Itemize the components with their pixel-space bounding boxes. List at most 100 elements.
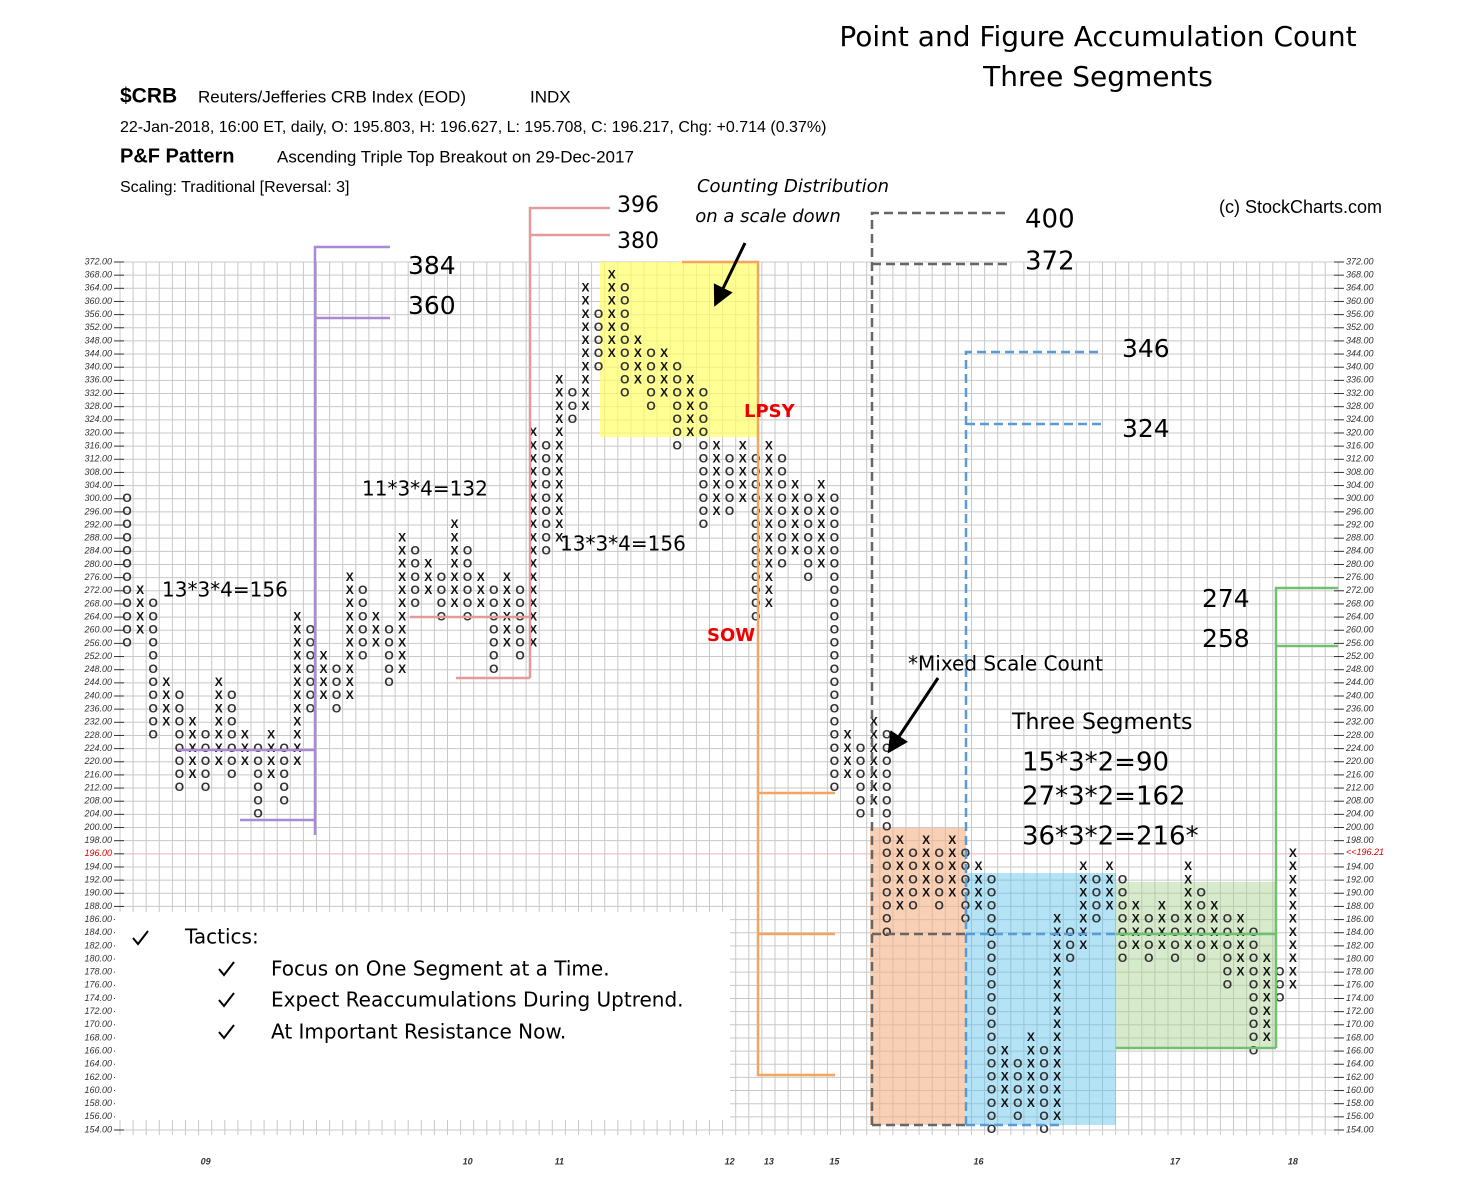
pnf-box: O: [673, 412, 682, 426]
y-tick-label: 300.00: [84, 493, 112, 503]
y-tick-label: 212.00: [83, 782, 112, 792]
y-tick-label-right: 348.00: [1346, 335, 1374, 345]
pnf-box: X: [503, 622, 511, 636]
pnf-box: O: [856, 793, 865, 807]
pnf-box: X: [608, 280, 616, 294]
pnf-box: X: [660, 346, 668, 360]
y-tick-label-right: 296.00: [1345, 506, 1374, 516]
pnf-box: X: [1210, 912, 1218, 926]
pnf-box: X: [450, 544, 458, 558]
pnf-column: XXX: [477, 570, 485, 610]
y-tick-label: 188.00: [84, 901, 112, 911]
pnf-box: O: [961, 912, 970, 926]
pnf-box: X: [1105, 859, 1113, 873]
pnf-box: X: [1158, 925, 1166, 939]
pnf-box: X: [870, 780, 878, 794]
pnf-box: X: [608, 320, 616, 334]
pnf-column: OOO: [1066, 925, 1075, 965]
pnf-box: O: [830, 675, 839, 689]
y-tick-label-right: 216.00: [1345, 769, 1374, 779]
pnf-box: O: [751, 530, 760, 544]
pnf-box: O: [620, 333, 629, 347]
pnf-box: X: [1184, 925, 1192, 939]
pnf-box: X: [739, 438, 747, 452]
pnf-box: X: [1263, 991, 1271, 1005]
pnf-box: X: [974, 899, 982, 913]
pnf-box: X: [1132, 938, 1140, 952]
pnf-box: X: [974, 872, 982, 886]
y-tick-label-right: 232.00: [1345, 717, 1374, 727]
y-tick-label-right: 220.00: [1345, 756, 1374, 766]
pnf-box: X: [1079, 912, 1087, 926]
tactics-item: Expect Reaccumulations During Uptrend.: [271, 988, 684, 1012]
y-tick-label: 168.00: [84, 1032, 112, 1042]
pnf-box: O: [830, 728, 839, 742]
pnf-box: O: [830, 780, 839, 794]
y-tick-label: 336.00: [84, 375, 112, 385]
pnf-box: X: [765, 583, 773, 597]
pnf-box: O: [437, 596, 446, 610]
pnf-box: O: [804, 517, 813, 531]
pnf-box: O: [384, 636, 393, 650]
pnf-box: O: [935, 859, 944, 873]
pattern-label: P&F Pattern: [120, 145, 234, 167]
pnf-box: O: [149, 622, 158, 636]
pnf-box: X: [765, 491, 773, 505]
y-tick-label-right: 304.00: [1346, 480, 1374, 490]
pnf-box: O: [908, 872, 917, 886]
pnf-box: X: [1210, 899, 1218, 913]
pnf-box: O: [620, 320, 629, 334]
pnf-box: O: [1249, 1043, 1258, 1057]
pnf-box: X: [1289, 859, 1297, 873]
check-icon: [218, 1024, 235, 1040]
x-tick-label: 13: [764, 1156, 774, 1166]
y-tick-label-right: 156.00: [1346, 1111, 1374, 1121]
x-tick-label: 10: [463, 1156, 473, 1166]
pnf-box: X: [529, 622, 537, 636]
pnf-box: X: [817, 478, 825, 492]
pnf-box: X: [555, 465, 563, 479]
pnf-box: X: [896, 885, 904, 899]
pnf-box: O: [253, 793, 262, 807]
y-tick-label: 178.00: [84, 967, 112, 977]
pnf-box: X: [529, 478, 537, 492]
pnf-box: X: [1289, 925, 1297, 939]
y-tick-label: 360.00: [84, 296, 112, 306]
pnf-box: X: [791, 491, 799, 505]
pnf-box: O: [1170, 912, 1179, 926]
x-tick-label: 18: [1288, 1156, 1298, 1166]
pnf-box: O: [122, 636, 131, 650]
pnf-box: O: [175, 754, 184, 768]
x-tick-label: 17: [1170, 1156, 1181, 1166]
pnf-box: O: [987, 951, 996, 965]
tactics-box: [115, 912, 730, 1120]
pnf-box: X: [712, 465, 720, 479]
y-tick-label-right: 360.00: [1346, 296, 1374, 306]
pnf-box: O: [122, 557, 131, 571]
pnf-box: O: [227, 688, 236, 702]
y-tick-label-right: 162.00: [1346, 1072, 1374, 1082]
pnf-box: X: [267, 767, 275, 781]
pnf-box: O: [620, 386, 629, 400]
y-tick-label-right: 272.00: [1345, 585, 1374, 595]
pnf-box: O: [1092, 899, 1101, 913]
pnf-box: O: [830, 557, 839, 571]
pnf-columns: OOOOOOOOOOOOXXXXOOOOOOOOOOOXXXXOOOOOOOOX…: [122, 267, 1297, 1136]
pnf-box: O: [149, 714, 158, 728]
pnf-box: O: [1275, 991, 1284, 1005]
pnf-box: X: [765, 465, 773, 479]
pnf-box: X: [555, 386, 563, 400]
pnf-box: O: [1275, 978, 1284, 992]
pnf-box: O: [620, 294, 629, 308]
note: on a scale down: [695, 206, 841, 227]
pnf-box: O: [1197, 925, 1206, 939]
